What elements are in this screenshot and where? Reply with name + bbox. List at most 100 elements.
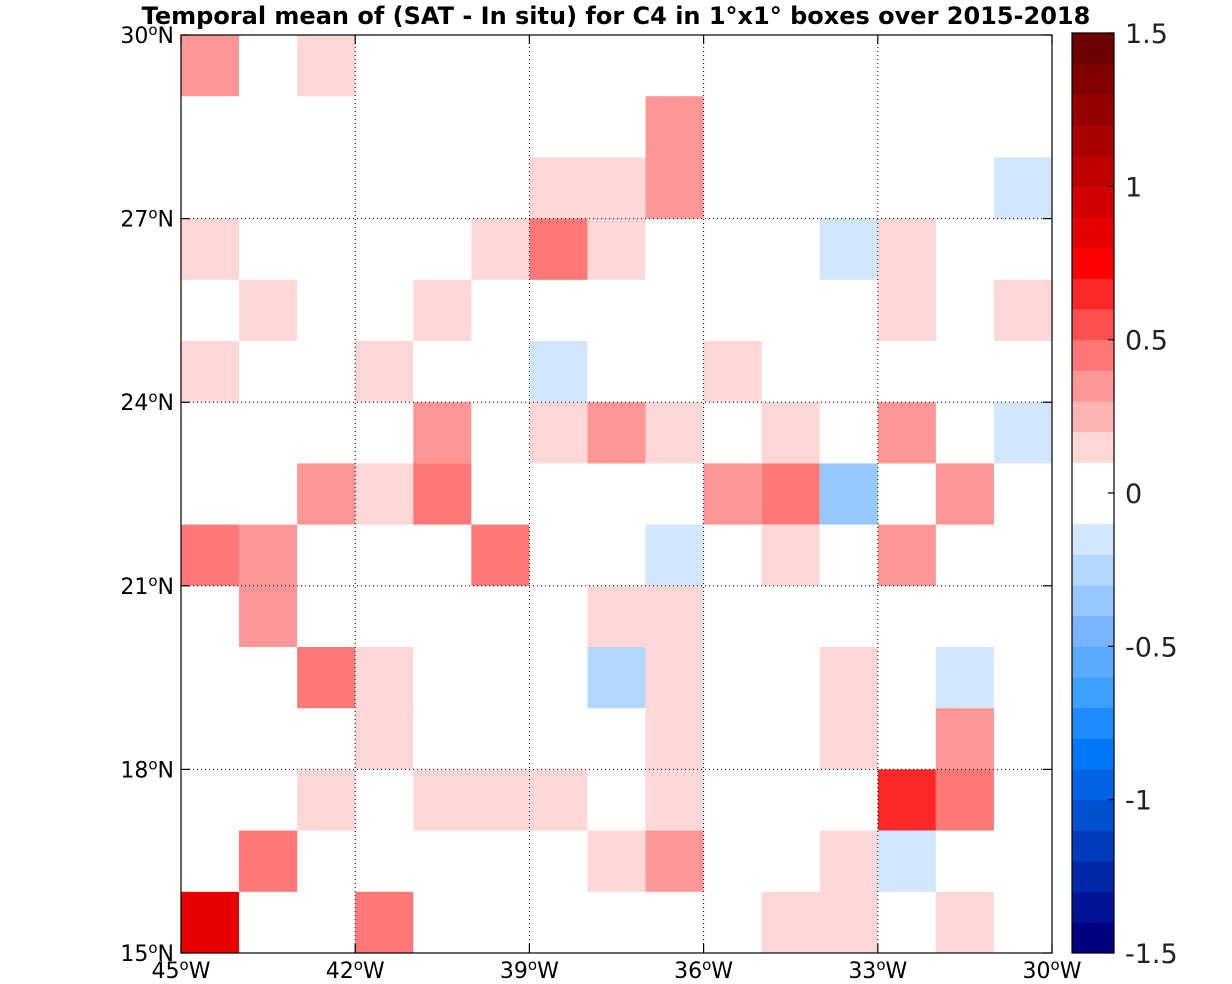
colorbar-swatch	[1072, 370, 1114, 402]
heatmap-cell	[761, 463, 820, 525]
heatmap-cell	[181, 891, 240, 953]
heatmap-cell	[529, 402, 588, 464]
colorbar-swatch	[1072, 891, 1114, 923]
colorbar: 1.5 1 0.5 0 -0.5 -1 -1.5	[1071, 19, 1178, 970]
colorbar-swatch	[1072, 769, 1114, 801]
heatmap-cell	[993, 402, 1052, 464]
colorbar-swatch	[1072, 309, 1114, 341]
heatmap-cell	[355, 647, 414, 709]
colorbar-swatch	[1072, 585, 1114, 617]
y-tick-label: 30oN	[120, 21, 174, 49]
heatmap-cell	[297, 35, 356, 97]
colorbar-tick-label: -0.5	[1125, 632, 1178, 663]
heatmap-cells	[181, 35, 1052, 953]
heatmap-cell	[239, 830, 298, 892]
colorbar-swatch	[1072, 861, 1114, 893]
heatmap-cell	[703, 341, 762, 403]
y-tick-label: 24oN	[120, 388, 174, 416]
heatmap-cell	[645, 769, 704, 831]
heatmap-cell	[529, 218, 588, 280]
axis-ticks: 45oW 42oW 39oW 36oW 33oW 30oW 15oN 18oN 21oN 24oN…	[120, 21, 1081, 984]
heatmap-cell	[877, 402, 936, 464]
heatmap-cell	[877, 769, 936, 831]
heatmap-cell	[529, 769, 588, 831]
y-tick-label: 18oN	[120, 755, 174, 783]
heatmap-cell	[297, 769, 356, 831]
heatmap-cell	[877, 524, 936, 586]
heatmap-cell	[587, 218, 646, 280]
heatmap-cell	[819, 463, 878, 525]
colorbar-swatch	[1072, 707, 1114, 739]
x-tick-label: 42oW	[326, 956, 385, 984]
colorbar-tick-label: 0	[1125, 479, 1142, 510]
heatmap-cell	[877, 830, 936, 892]
heatmap-cell	[471, 524, 530, 586]
heatmap-cell	[239, 279, 298, 341]
colorbar-swatch	[1072, 615, 1114, 647]
heatmap-cell	[645, 524, 704, 586]
heatmap-cell	[645, 402, 704, 464]
colorbar-tick-label: -1.5	[1125, 939, 1178, 970]
x-tick-label: 39oW	[500, 956, 559, 984]
y-tick-label: 21oN	[120, 572, 174, 600]
colorbar-swatch	[1072, 799, 1114, 831]
heatmap-cell	[471, 218, 530, 280]
heatmap-cell	[935, 463, 994, 525]
colorbar-tick-label: 1.5	[1125, 19, 1168, 50]
colorbar-tick-label: -1	[1125, 786, 1152, 817]
heatmap-cell	[587, 157, 646, 219]
colorbar-tick-label: 0.5	[1125, 326, 1168, 357]
heatmap-cell	[993, 157, 1052, 219]
colorbar-swatch	[1072, 125, 1114, 157]
colorbar-swatch	[1072, 94, 1114, 126]
colorbar-swatch	[1072, 247, 1114, 279]
colorbar-swatch	[1072, 830, 1114, 862]
x-tick-label: 33oW	[848, 956, 907, 984]
heatmap-cell	[239, 524, 298, 586]
colorbar-swatch	[1072, 431, 1114, 463]
y-tick-label: 27oN	[120, 205, 174, 233]
heatmap-cell	[181, 35, 240, 97]
heatmap-cell	[587, 647, 646, 709]
heatmap-cell	[645, 157, 704, 219]
heatmap-cell	[355, 891, 414, 953]
heatmap-cell	[587, 585, 646, 647]
heatmap-cell	[645, 708, 704, 770]
x-tick-label: 45oW	[152, 956, 211, 984]
heatmap-cell	[645, 585, 704, 647]
colorbar-swatch	[1072, 63, 1114, 95]
heatmap-cell	[529, 157, 588, 219]
colorbar-swatch	[1072, 646, 1114, 678]
colorbar-swatch	[1072, 217, 1114, 249]
colorbar-swatch	[1072, 462, 1114, 494]
heatmap-cell	[413, 402, 472, 464]
heatmap-cell	[471, 769, 530, 831]
plot-frame	[180, 34, 1053, 954]
colorbar-swatch	[1072, 155, 1114, 187]
heatmap-cell	[413, 769, 472, 831]
heatmap-cell	[819, 891, 878, 953]
heatmap-cell	[645, 647, 704, 709]
heatmap-cell	[703, 463, 762, 525]
heatmap-cell	[935, 708, 994, 770]
heatmap-cell	[993, 279, 1052, 341]
heatmap-cell	[819, 830, 878, 892]
x-tick-label: 36oW	[674, 956, 733, 984]
heatmap-cell	[587, 830, 646, 892]
colorbar-swatch	[1072, 677, 1114, 709]
heatmap-cell	[181, 218, 240, 280]
y-tick-label: 15oN	[120, 939, 174, 967]
heatmap-cell	[355, 708, 414, 770]
heatmap-cell	[645, 830, 704, 892]
heatmap-cell	[587, 402, 646, 464]
heatmap-cell	[935, 647, 994, 709]
colorbar-swatch	[1072, 339, 1114, 371]
heatmap-cell	[239, 585, 298, 647]
heatmap-cell	[529, 341, 588, 403]
heatmap-cell	[181, 341, 240, 403]
heatmap-cell	[877, 279, 936, 341]
heatmap-cell	[761, 524, 820, 586]
heatmap-cell	[819, 708, 878, 770]
heatmap-cell	[297, 463, 356, 525]
